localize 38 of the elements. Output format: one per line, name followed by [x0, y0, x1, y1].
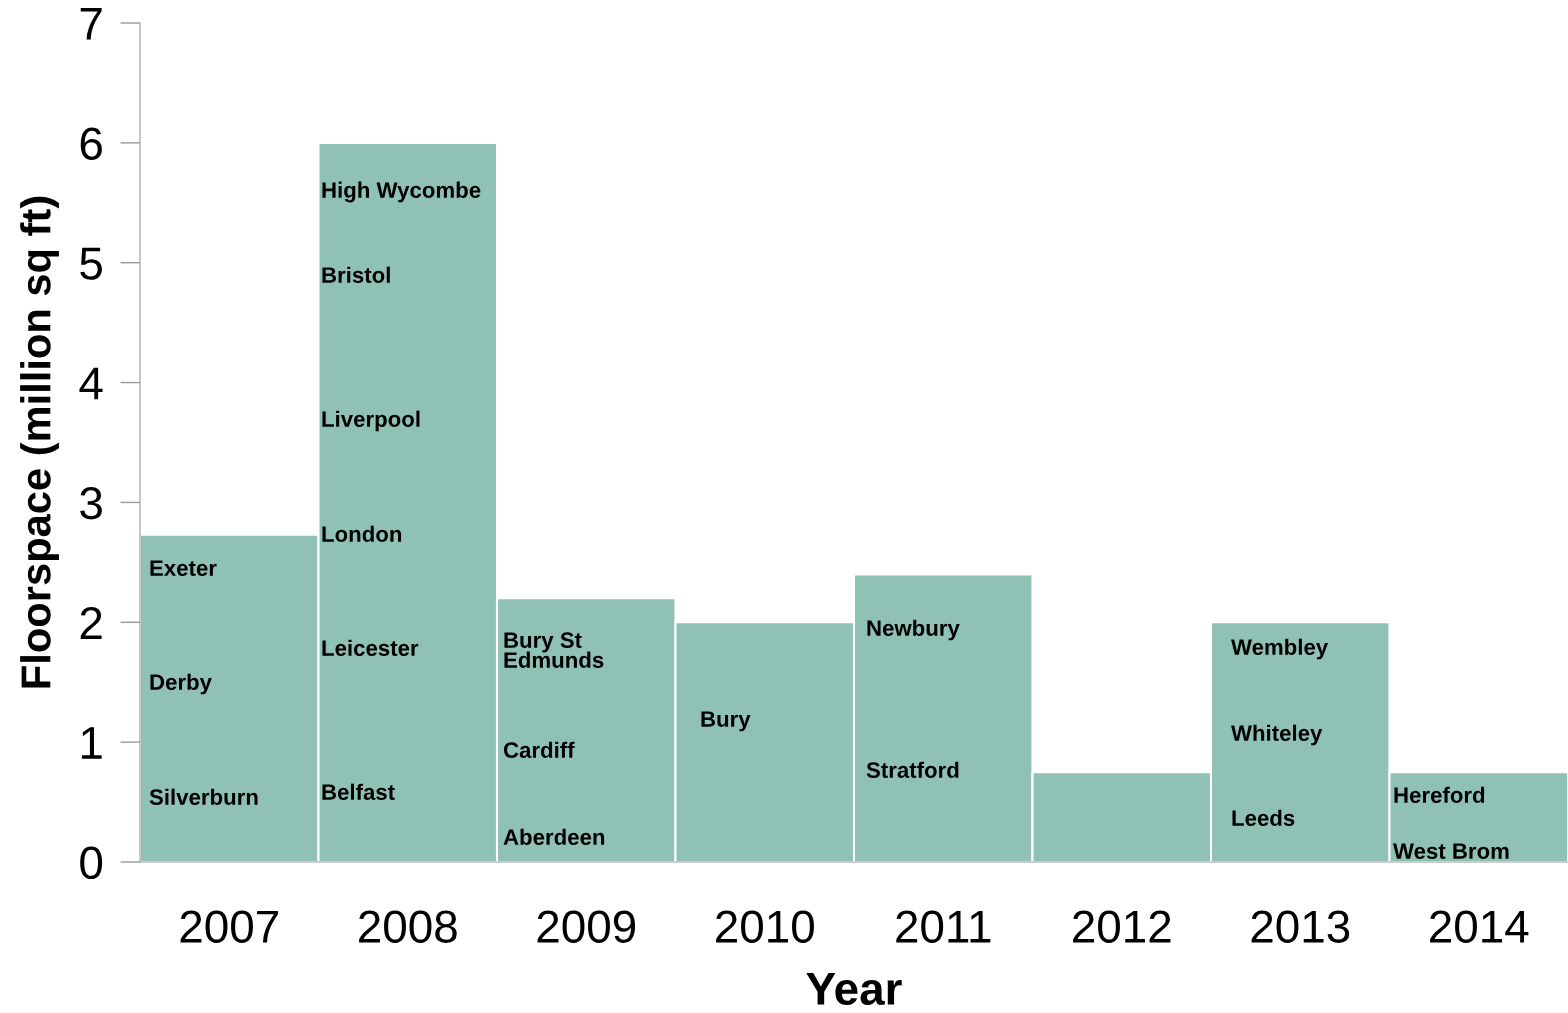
y-tick-label: 6: [80, 127, 102, 160]
y-tick-label: 5: [80, 247, 102, 280]
annotation: West Brom: [1393, 843, 1509, 859]
y-tick-label: 1: [81, 727, 102, 759]
y-tick-label: 4: [79, 367, 103, 400]
x-tick-label: 2007: [180, 910, 278, 943]
annotation: Hereford: [1394, 786, 1485, 803]
x-tick-label: 2010: [716, 910, 814, 943]
annotation: London: [322, 525, 402, 542]
annotation: Leeds: [1232, 809, 1295, 826]
annotation: Aberdeen: [503, 828, 605, 845]
y-tick-label: 3: [80, 487, 102, 520]
annotation: Newbury: [867, 619, 960, 641]
y-axis-title: Floorspace (million sq ft): [20, 196, 59, 688]
annotation: Exeter: [150, 560, 217, 576]
annotation: Silverburn: [149, 788, 258, 805]
annotation: Wembley: [1231, 638, 1329, 660]
x-tick-label: 2014: [1430, 910, 1529, 943]
annotation: Whiteley: [1231, 724, 1323, 746]
y-tick-label: 7: [80, 8, 102, 40]
x-tick-label: 2009: [537, 910, 636, 943]
annotation: Derby: [150, 673, 212, 695]
x-tick-label: 2013: [1251, 910, 1350, 943]
x-tick-label: 2012: [1073, 910, 1171, 943]
x-axis-title: Year: [806, 973, 902, 1006]
y-tick-label: 0: [80, 846, 103, 880]
annotation: Liverpool: [322, 410, 420, 432]
annotation: Bristol: [322, 266, 390, 283]
x-tick-label: 2011: [896, 910, 991, 943]
annotation: Bury: [701, 711, 751, 732]
x-tick-label: 2008: [359, 910, 457, 943]
annotation: High Wycombe: [322, 181, 481, 203]
annotation: Leicester: [322, 639, 419, 656]
annotation: Cardiff: [503, 741, 575, 758]
annotation: Stratford: [866, 761, 959, 778]
annotation: Bury St Edmunds: [504, 632, 604, 668]
annotation: Belfast: [322, 783, 395, 800]
y-tick-label: 2: [80, 606, 102, 639]
